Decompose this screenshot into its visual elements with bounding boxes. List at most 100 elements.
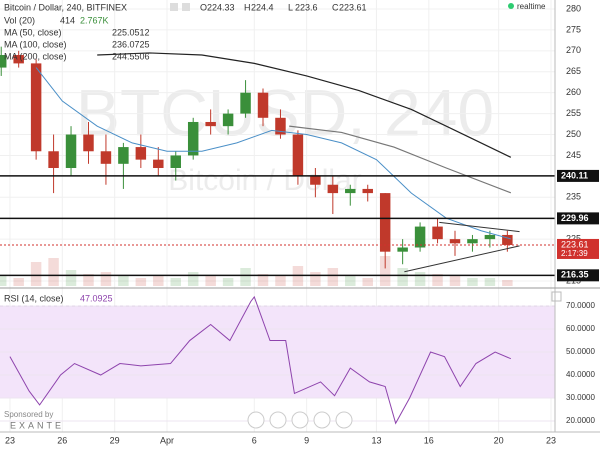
y-tick-label: 265 — [566, 66, 581, 76]
rsi-title: RSI (14, close) — [4, 293, 64, 303]
volume-bar — [48, 258, 59, 286]
volume-bar — [170, 278, 181, 286]
candle-body — [362, 188, 373, 194]
y-tick-label: 225 — [566, 234, 581, 244]
sponsor-brand[interactable]: EXANTE — [10, 420, 64, 430]
volume-bar — [310, 272, 321, 286]
level-label: 216.35 — [561, 270, 589, 280]
ohlc-value: 224.4 — [251, 2, 274, 12]
volume-bar — [379, 256, 391, 286]
candle-body — [414, 226, 426, 248]
y-tick-label: 70.0000 — [566, 301, 595, 310]
candle-body — [257, 92, 269, 118]
legend-name: MA (100, close) — [4, 39, 67, 49]
realtime-label: realtime — [517, 2, 546, 11]
candle-body — [432, 226, 443, 240]
volume-bar — [432, 274, 443, 286]
level-label: 240.11 — [561, 170, 588, 180]
volume-bar — [345, 276, 356, 286]
y-tick-label: 255 — [566, 108, 581, 118]
y-tick-label: 260 — [566, 87, 581, 97]
candle-body — [65, 134, 77, 169]
ohlc-value: 224.33 — [207, 2, 235, 12]
ma-line — [35, 67, 511, 240]
plot — [0, 46, 555, 425]
x-tick-label: 20 — [494, 435, 504, 445]
volume-bar — [240, 268, 251, 286]
trendline — [404, 245, 520, 273]
candle-body — [83, 134, 94, 152]
watermark: BTCUSD, 240 Bitcoin / Dollar — [76, 75, 494, 196]
candle-body — [205, 121, 216, 127]
volume-bar — [397, 268, 408, 286]
x-tick-label: 9 — [304, 435, 309, 445]
candle-body — [397, 247, 408, 252]
candle-body — [484, 234, 496, 240]
candle-body — [379, 193, 391, 252]
legend-value: 414 — [60, 15, 75, 25]
candle-body — [240, 92, 251, 114]
volume-bar — [153, 276, 164, 286]
volume-bar — [13, 278, 24, 286]
ohlc-value: 223.61 — [339, 2, 367, 12]
candle-body — [187, 121, 199, 156]
volume-bar — [449, 276, 461, 286]
volume-bar — [362, 278, 373, 286]
legend-value: 236.0725 — [112, 39, 150, 49]
ohlc-label: C — [332, 2, 339, 12]
candle-body — [222, 113, 234, 127]
y-tick-label: 280 — [566, 3, 581, 13]
legend-value: 244.5506 — [112, 51, 150, 61]
legend-name: MA (50, close) — [4, 27, 62, 37]
x-tick-label: Apr — [160, 435, 174, 445]
candle-body — [292, 134, 304, 177]
volume-bar — [414, 272, 426, 286]
compare-icon[interactable] — [182, 3, 190, 11]
candle-body — [170, 155, 181, 169]
volume-bar — [467, 278, 478, 286]
candle-body — [135, 147, 147, 160]
x-tick-label: 6 — [252, 435, 257, 445]
y-tick-label: 60.0000 — [566, 324, 595, 333]
volume-bar — [275, 276, 286, 286]
nav-button[interactable] — [247, 411, 265, 429]
y-tick-label: 270 — [566, 45, 581, 55]
volume-bar — [0, 276, 7, 286]
realtime-dot — [508, 3, 514, 9]
nav-button[interactable] — [291, 411, 309, 429]
last-price-box — [557, 238, 599, 259]
volume-bar — [135, 278, 147, 286]
candle-body — [118, 147, 129, 164]
volume-bar — [327, 268, 339, 286]
candle-body — [467, 239, 478, 244]
rsi-line — [9, 295, 512, 425]
y-tick-label: 245 — [566, 150, 581, 160]
nav-button[interactable] — [313, 411, 331, 429]
x-tick-label: 16 — [424, 435, 434, 445]
candle-body — [48, 151, 59, 169]
settings-icon[interactable] — [170, 3, 178, 11]
watermark-symbol: BTCUSD, 240 — [76, 75, 494, 149]
level-label-box — [557, 212, 599, 225]
countdown-label: 2:17:39 — [561, 249, 588, 258]
panel-button[interactable] — [551, 291, 562, 302]
ohlc-label: O — [200, 2, 207, 12]
x-tick-label: 26 — [57, 435, 67, 445]
level-label-box — [557, 169, 599, 182]
level-label-box — [557, 269, 599, 282]
volume-bar — [118, 276, 129, 286]
candle-body — [100, 151, 112, 164]
header-title: Bitcoin / Dollar, 240, BITFINEX — [4, 2, 127, 12]
x-tick-label: 23 — [546, 435, 556, 445]
candle-body — [13, 55, 24, 64]
trendline — [439, 221, 520, 233]
nav-button[interactable] — [269, 411, 287, 429]
y-tick-label: 50.0000 — [566, 347, 595, 356]
candle-body — [345, 188, 356, 194]
volume-bar — [205, 276, 216, 286]
legend-name: MA (200, close) — [4, 51, 67, 61]
nav-button[interactable] — [335, 411, 353, 429]
candle-body — [153, 159, 164, 169]
